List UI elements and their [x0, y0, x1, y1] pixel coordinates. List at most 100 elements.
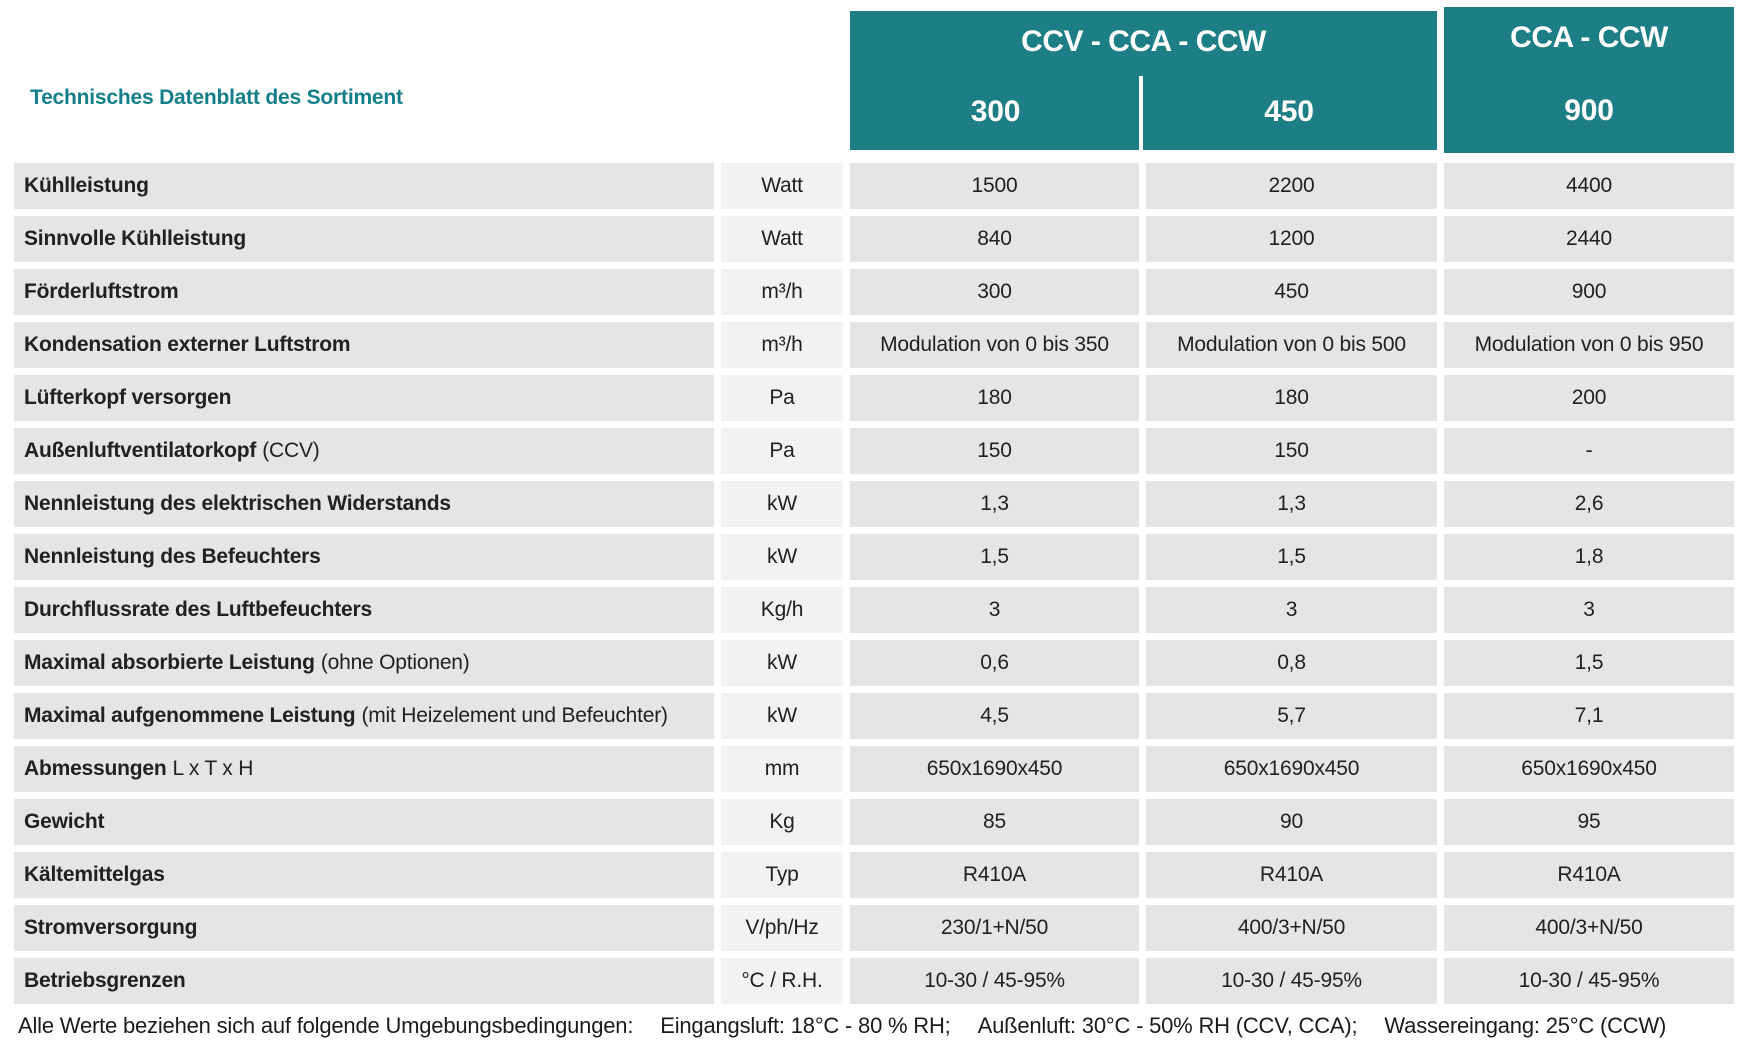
row-label-cell: Durchflussrate des Luftbefeuchters: [14, 587, 714, 633]
row-label-note: (mit Heizelement und Befeuchter): [361, 704, 668, 727]
row-label-note: (CCV): [262, 439, 320, 462]
value-cell-450: 1200: [1146, 216, 1437, 262]
value-cell-300: Modulation von 0 bis 350: [850, 322, 1139, 368]
row-label: Kondensation externer Luftstrom: [24, 333, 351, 356]
header-group-ccv-cca-ccw: CCV - CCA - CCW 300 450: [850, 11, 1437, 150]
row-label: Gewicht: [24, 810, 105, 833]
unit-cell: Watt: [721, 216, 843, 262]
value-cell-900: -: [1444, 428, 1734, 474]
value-cell-450: 450: [1146, 269, 1437, 315]
row-label-cell: Maximal absorbierte Leistung (ohne Option…: [14, 640, 714, 686]
unit-cell: Watt: [721, 163, 843, 209]
row-label: Außenluftventilatorkopf: [24, 439, 257, 462]
value-cell-450: 650x1690x450: [1146, 746, 1437, 792]
value-cell-900: 10-30 / 45-95%: [1444, 958, 1734, 1004]
value-cell-450: 5,7: [1146, 693, 1437, 739]
value-cell-900: 200: [1444, 375, 1734, 421]
value-cell-450: 2200: [1146, 163, 1437, 209]
value-cell-300: 650x1690x450: [850, 746, 1139, 792]
row-label: Lüfterkopf versorgen: [24, 386, 232, 409]
unit-cell: kW: [721, 640, 843, 686]
header-group-cca-ccw: CCA - CCW 900: [1444, 7, 1734, 153]
header-model-300: 300: [970, 94, 1021, 128]
value-cell-300: 3: [850, 587, 1139, 633]
row-label-cell: Betriebsgrenzen: [14, 958, 714, 1004]
unit-cell: V/ph/Hz: [721, 905, 843, 951]
footnote-item: Außenluft: 30°C - 50% RH (CCV, CCA);: [977, 1013, 1358, 1038]
row-label-cell: Sinnvolle Kühlleistung: [14, 216, 714, 262]
header-series-label: CCV - CCA - CCW: [1021, 25, 1266, 58]
row-label-cell: Nennleistung des Befeuchters: [14, 534, 714, 580]
value-cell-900: R410A: [1444, 852, 1734, 898]
value-cell-900: 2,6: [1444, 481, 1734, 527]
value-cell-450: 10-30 / 45-95%: [1146, 958, 1437, 1004]
unit-cell: °C / R.H.: [721, 958, 843, 1004]
row-label-cell: Gewicht: [14, 799, 714, 845]
row-label: Betriebsgrenzen: [24, 969, 186, 992]
unit-cell: Pa: [721, 428, 843, 474]
value-cell-450: 180: [1146, 375, 1437, 421]
value-cell-300: 180: [850, 375, 1139, 421]
footnote: Alle Werte beziehen sich auf folgende Um…: [18, 1010, 1734, 1042]
value-cell-900: 1,8: [1444, 534, 1734, 580]
unit-cell: m³/h: [721, 322, 843, 368]
value-cell-900: 2440: [1444, 216, 1734, 262]
value-cell-450: 1,5: [1146, 534, 1437, 580]
unit-cell: Kg: [721, 799, 843, 845]
row-label-cell: Kühlleistung: [14, 163, 714, 209]
value-cell-300: 1,3: [850, 481, 1139, 527]
value-cell-300: 10-30 / 45-95%: [850, 958, 1139, 1004]
value-cell-900: 95: [1444, 799, 1734, 845]
row-label-cell: Kondensation externer Luftstrom: [14, 322, 714, 368]
value-cell-900: 3: [1444, 587, 1734, 633]
unit-cell: kW: [721, 534, 843, 580]
page-title: Technisches Datenblatt des Sortiment: [30, 86, 403, 109]
spec-table: Kühlleistung Watt 1500 2200 4400 Sinnvolle Kü…: [14, 163, 1734, 1004]
row-label-cell: Nennleistung des elektrischen Widerstand…: [14, 481, 714, 527]
value-cell-900: 7,1: [1444, 693, 1734, 739]
value-cell-450: 1,3: [1146, 481, 1437, 527]
value-cell-300: 1500: [850, 163, 1139, 209]
row-label-cell: Außenluftventilatorkopf (CCV): [14, 428, 714, 474]
header-model-450: 450: [1264, 94, 1314, 128]
row-label-cell: Kältemittelgas: [14, 852, 714, 898]
value-cell-300: 85: [850, 799, 1139, 845]
row-label: Stromversorgung: [24, 916, 198, 939]
unit-cell: mm: [721, 746, 843, 792]
unit-cell: Kg/h: [721, 587, 843, 633]
row-label: Förderluftstrom: [24, 280, 179, 303]
row-label: Durchflussrate des Luftbefeuchters: [24, 598, 372, 621]
header-models: 900: [1444, 69, 1734, 153]
header-model-900: 900: [1564, 94, 1614, 127]
value-cell-450: 400/3+N/50: [1146, 905, 1437, 951]
value-cell-900: 650x1690x450: [1444, 746, 1734, 792]
value-cell-900: 4400: [1444, 163, 1734, 209]
row-label: Kühlleistung: [24, 174, 149, 197]
value-cell-900: 1,5: [1444, 640, 1734, 686]
unit-cell: m³/h: [721, 269, 843, 315]
row-label-cell: Lüfterkopf versorgen: [14, 375, 714, 421]
header-series-label: CCA - CCW: [1510, 21, 1668, 54]
row-label: Nennleistung des elektrischen Widerstand…: [24, 492, 451, 515]
value-cell-300: 0,6: [850, 640, 1139, 686]
row-label: Sinnvolle Kühlleistung: [24, 227, 246, 250]
value-cell-450: 150: [1146, 428, 1437, 474]
value-cell-450: 90: [1146, 799, 1437, 845]
value-cell-300: 1,5: [850, 534, 1139, 580]
value-cell-300: 150: [850, 428, 1139, 474]
row-label-cell: Abmessungen L x T x H: [14, 746, 714, 792]
value-cell-900: 900: [1444, 269, 1734, 315]
value-cell-300: 230/1+N/50: [850, 905, 1139, 951]
row-label: Nennleistung des Befeuchters: [24, 545, 321, 568]
row-label: Kältemittelgas: [24, 863, 165, 886]
value-cell-300: 840: [850, 216, 1139, 262]
row-label-note: (ohne Optionen): [320, 651, 470, 674]
footnote-item: Wassereingang: 25°C (CCW): [1384, 1013, 1667, 1038]
footnote-intro: Alle Werte beziehen sich auf folgende Um…: [18, 1013, 634, 1038]
row-label-cell: Förderluftstrom: [14, 269, 714, 315]
value-cell-450: 0,8: [1146, 640, 1437, 686]
value-cell-300: R410A: [850, 852, 1139, 898]
unit-cell: Typ: [721, 852, 843, 898]
value-cell-900: 400/3+N/50: [1444, 905, 1734, 951]
row-label: Abmessungen: [24, 757, 167, 780]
